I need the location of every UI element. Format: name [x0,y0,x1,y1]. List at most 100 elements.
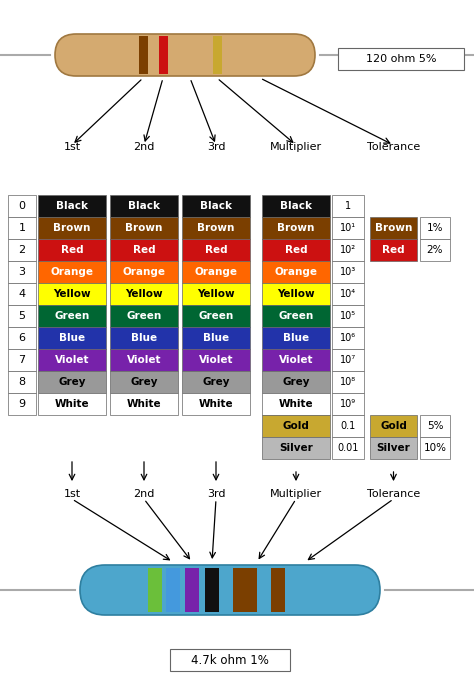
Text: 9: 9 [18,399,26,409]
Text: 3: 3 [18,267,26,277]
Bar [38,261,106,283]
Bar [420,217,450,239]
Text: Blue: Blue [59,333,85,343]
Bar [370,415,417,437]
Bar [182,305,250,327]
Bar [262,305,330,327]
Bar [8,305,36,327]
Bar [38,305,106,327]
Text: 1: 1 [18,223,26,233]
Bar [262,217,330,239]
Bar [262,195,330,217]
Text: Yellow: Yellow [125,289,163,299]
Text: White: White [55,399,89,409]
Text: 10⁷: 10⁷ [340,355,356,365]
Bar [182,239,250,261]
Text: 2nd: 2nd [133,142,155,152]
Text: Violet: Violet [199,355,233,365]
Text: Red: Red [205,245,228,255]
Text: Green: Green [55,311,90,321]
Bar [38,393,106,415]
Bar [182,283,250,305]
Text: Gold: Gold [283,421,310,431]
Bar [262,261,330,283]
Text: Brown: Brown [277,223,315,233]
Text: Grey: Grey [282,377,310,387]
Bar [332,327,364,349]
Text: Grey: Grey [202,377,230,387]
Bar [420,415,450,437]
Text: 2nd: 2nd [133,489,155,499]
Bar [38,371,106,393]
Bar [370,217,417,239]
Text: 8: 8 [18,377,26,387]
Text: 120 ohm 5%: 120 ohm 5% [366,54,436,64]
Text: Brown: Brown [375,223,412,233]
Bar [332,371,364,393]
Text: Violet: Violet [127,355,161,365]
Text: 10⁸: 10⁸ [340,377,356,387]
Bar [38,195,106,217]
Bar [213,36,222,74]
Bar [182,393,250,415]
Text: Red: Red [61,245,83,255]
Bar [182,371,250,393]
Text: 4: 4 [18,289,26,299]
Text: Silver: Silver [377,443,410,453]
Text: Blue: Blue [131,333,157,343]
Text: Orange: Orange [51,267,93,277]
Bar [370,437,417,459]
Text: Violet: Violet [279,355,313,365]
Text: Orange: Orange [274,267,318,277]
Bar [332,239,364,261]
Text: 3rd: 3rd [207,489,225,499]
Text: White: White [199,399,233,409]
Bar [262,327,330,349]
Bar [205,568,219,612]
Text: Multiplier: Multiplier [270,142,322,152]
Text: Green: Green [127,311,162,321]
Text: Silver: Silver [279,443,313,453]
Text: 1: 1 [345,201,351,211]
Text: 10%: 10% [423,443,447,453]
Bar [262,415,330,437]
Bar [332,437,364,459]
Bar [420,437,450,459]
Bar [139,36,148,74]
Text: Gold: Gold [380,421,407,431]
Bar [271,568,285,612]
Bar [332,415,364,437]
Text: 7: 7 [18,355,26,365]
Text: Brown: Brown [125,223,163,233]
Bar [110,195,178,217]
Bar [182,217,250,239]
Text: Black: Black [128,201,160,211]
Text: Tolerance: Tolerance [367,489,420,499]
Text: 5: 5 [18,311,26,321]
FancyBboxPatch shape [80,565,380,615]
Text: Violet: Violet [55,355,89,365]
Bar [182,195,250,217]
Bar [262,349,330,371]
Bar [182,349,250,371]
Text: Black: Black [280,201,312,211]
Bar [332,349,364,371]
FancyBboxPatch shape [55,34,315,76]
Bar [262,239,330,261]
Text: 5%: 5% [427,421,443,431]
Text: 4.7k ohm 1%: 4.7k ohm 1% [191,654,269,666]
Text: 6: 6 [18,333,26,343]
Bar [332,195,364,217]
Text: White: White [127,399,161,409]
Text: Red: Red [382,245,405,255]
Bar [110,217,178,239]
Text: 0: 0 [18,201,26,211]
Bar [8,195,36,217]
Text: 1st: 1st [64,142,81,152]
Text: 2: 2 [18,245,26,255]
Text: Grey: Grey [58,377,86,387]
Bar [110,239,178,261]
Bar [8,217,36,239]
Text: 0.01: 0.01 [337,443,359,453]
Text: 10³: 10³ [340,267,356,277]
